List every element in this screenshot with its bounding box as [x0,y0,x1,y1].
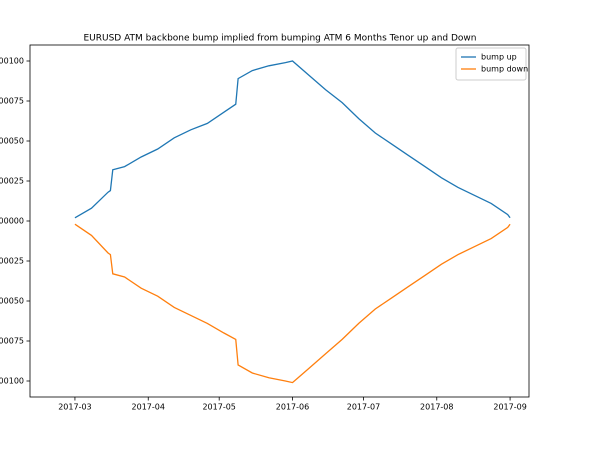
x-tick-label: 2017-05 [202,403,235,412]
legend-box [455,47,527,81]
legend-label: bump up [481,53,517,62]
x-tick-label: 2017-03 [58,403,91,412]
x-tick-label: 2017-04 [132,403,165,412]
y-tick-label: 0.00075 [0,97,24,106]
chart-title: EURUSD ATM backbone bump implied from bu… [83,34,476,44]
y-tick-label: 0.00000 [0,217,24,226]
x-tick-label: 2017-09 [493,403,526,412]
x-tick-label: 2017-06 [276,403,309,412]
x-tick-label: 2017-08 [420,403,453,412]
legend-label: bump down [481,65,528,74]
y-tick-label: -0.00100 [0,377,24,386]
y-tick-label: 0.00050 [0,137,24,146]
plot-frame [29,44,530,398]
y-tick-label: 0.00025 [0,177,24,186]
x-tick-label: 2017-07 [347,403,380,412]
y-tick-label: -0.00075 [0,337,24,346]
y-tick-label: 0.00100 [0,57,24,66]
series-line [74,60,511,219]
y-tick-label: -0.00050 [0,297,24,306]
y-tick-label: -0.00025 [0,257,24,266]
series-line [74,223,511,384]
